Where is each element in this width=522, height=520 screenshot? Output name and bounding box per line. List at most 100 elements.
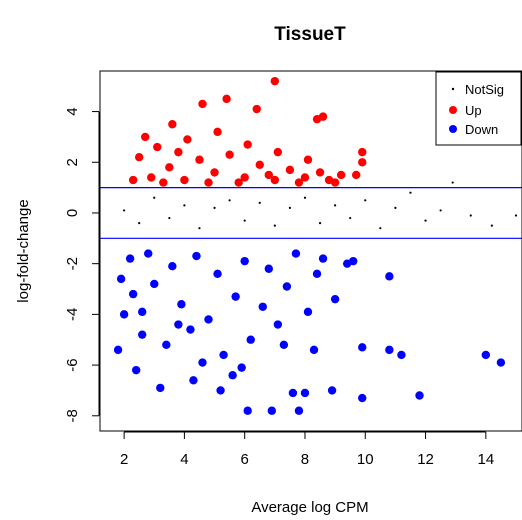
point-up-9 xyxy=(358,158,367,167)
point-up-27 xyxy=(210,168,219,177)
point-down-16 xyxy=(156,383,165,393)
points-down xyxy=(113,249,506,415)
point-up-11 xyxy=(183,135,192,144)
point-up-19 xyxy=(225,150,234,159)
point-down-14 xyxy=(113,345,123,355)
point-up-14 xyxy=(273,147,283,157)
point-notsig-9 xyxy=(258,201,261,204)
point-up-12 xyxy=(213,127,222,137)
point-down-52 xyxy=(237,363,246,372)
point-down-3 xyxy=(300,388,310,398)
point-up-23 xyxy=(336,170,346,180)
point-up-30 xyxy=(300,173,310,182)
point-up-15 xyxy=(303,155,313,164)
point-down-44 xyxy=(213,269,222,279)
point-up-10 xyxy=(153,142,162,152)
point-down-22 xyxy=(162,340,171,350)
point-notsig-6 xyxy=(213,206,216,210)
point-down-51 xyxy=(198,358,207,367)
point-down-18 xyxy=(216,386,225,395)
point-up-37 xyxy=(294,178,304,187)
point-up-25 xyxy=(147,173,156,182)
point-notsig-21 xyxy=(439,209,442,212)
point-notsig-4 xyxy=(183,204,186,207)
point-notsig-2 xyxy=(153,196,156,199)
x-tick-label-4: 4 xyxy=(180,451,188,468)
x-tick-label-14: 14 xyxy=(477,451,494,468)
y-tick-label-4: 4 xyxy=(64,107,81,115)
point-notsig-19 xyxy=(409,191,412,194)
point-down-13 xyxy=(385,272,394,281)
point-up-20 xyxy=(255,160,264,170)
point-down-2 xyxy=(294,406,304,415)
point-notsig-0 xyxy=(123,209,126,212)
point-up-13 xyxy=(243,140,252,149)
point-up-32 xyxy=(128,175,138,185)
point-down-8 xyxy=(496,358,506,367)
point-notsig-14 xyxy=(334,204,337,207)
point-down-54 xyxy=(309,345,319,355)
point-notsig-17 xyxy=(379,227,382,230)
point-down-6 xyxy=(358,393,367,403)
point-down-48 xyxy=(318,254,328,263)
point-notsig-16 xyxy=(364,199,367,202)
x-tick-label-12: 12 xyxy=(417,451,434,468)
point-notsig-10 xyxy=(273,224,276,227)
point-up-0 xyxy=(270,76,280,86)
point-down-12 xyxy=(358,343,367,352)
point-up-21 xyxy=(285,165,295,175)
point-down-36 xyxy=(258,302,267,311)
point-up-36 xyxy=(264,170,273,180)
point-notsig-12 xyxy=(303,196,307,199)
point-down-11 xyxy=(385,345,394,355)
plot-area xyxy=(100,76,522,415)
point-down-5 xyxy=(327,386,337,395)
point-down-49 xyxy=(138,307,147,317)
point-up-17 xyxy=(165,163,174,172)
point-down-24 xyxy=(219,350,228,360)
point-down-53 xyxy=(279,340,289,350)
point-down-0 xyxy=(243,406,252,415)
point-down-40 xyxy=(125,254,135,263)
point-up-7 xyxy=(141,132,150,142)
point-notsig-15 xyxy=(349,216,352,220)
point-down-7 xyxy=(415,391,424,400)
point-down-15 xyxy=(131,365,141,375)
point-down-20 xyxy=(119,310,129,319)
legend: NotSig Up Down xyxy=(435,71,522,146)
point-down-43 xyxy=(192,251,201,261)
legend-marker-up xyxy=(449,106,457,114)
point-down-35 xyxy=(231,292,240,301)
point-down-45 xyxy=(240,256,249,266)
point-up-35 xyxy=(234,178,243,187)
point-notsig-7 xyxy=(228,199,231,202)
point-down-42 xyxy=(168,262,177,271)
point-notsig-23 xyxy=(469,214,472,217)
point-notsig-5 xyxy=(198,227,201,230)
point-up-34 xyxy=(204,178,213,187)
point-down-31 xyxy=(128,289,138,299)
point-down-4 xyxy=(288,388,298,398)
y-tick-label--6: -6 xyxy=(64,358,81,371)
point-notsig-25 xyxy=(514,214,518,217)
point-up-26 xyxy=(180,175,189,185)
point-down-25 xyxy=(246,335,255,344)
point-down-32 xyxy=(150,279,159,289)
points-notsig xyxy=(123,181,518,230)
point-down-46 xyxy=(264,264,273,273)
point-down-28 xyxy=(330,294,340,304)
point-up-18 xyxy=(195,155,204,164)
point-up-33 xyxy=(159,178,168,187)
points-up xyxy=(128,76,367,187)
point-down-33 xyxy=(177,300,186,309)
y-tick-label--2: -2 xyxy=(64,257,81,270)
point-notsig-18 xyxy=(394,206,397,210)
point-down-30 xyxy=(116,274,126,284)
point-notsig-22 xyxy=(451,181,454,184)
point-up-3 xyxy=(252,104,261,114)
legend-label-down: Down xyxy=(465,122,498,137)
point-down-10 xyxy=(397,350,406,360)
point-down-27 xyxy=(303,307,313,317)
point-up-1 xyxy=(222,94,231,104)
